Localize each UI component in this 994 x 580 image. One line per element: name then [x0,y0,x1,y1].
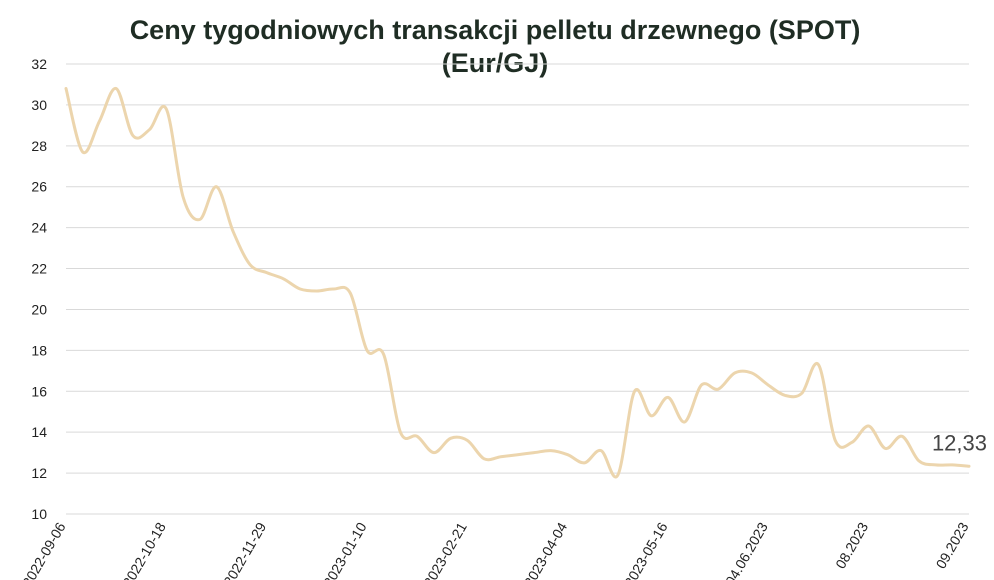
chart-title-block: Ceny tygodniowych transakcji pelletu drz… [60,14,930,80]
annotations: 12,33 [932,430,987,455]
y-tick-label: 18 [31,342,47,358]
y-tick-label: 26 [31,179,47,195]
x-tick-label: 2022-09-06 [19,519,69,580]
series-line [64,87,971,479]
x-tick-label: 2023-05-16 [621,519,671,580]
x-tick-label: 2023-02-21 [420,519,470,580]
y-tick-label: 12 [31,465,47,481]
y-tick-label: 30 [31,97,47,113]
y-tick-label: 14 [31,424,47,440]
y-tick-label: 16 [31,383,47,399]
series-layer [64,87,971,479]
x-tick-label: 2022-10-18 [119,519,169,580]
y-tick-label: 28 [31,138,47,154]
y-tick-label: 10 [31,506,47,522]
x-tick-label: 2023-01-10 [320,519,370,580]
x-axis: 2022-09-06 2022-10-18 2022-11-29 2023-01-10… [19,519,972,580]
x-tick-label: 2022-11-29 [220,519,269,580]
x-tick-label: 2023-04-04 [521,519,571,580]
chart-subtitle: (Eur/GJ) [441,48,549,78]
x-tick-label: 08.2023 [832,519,871,571]
y-tick-label: 20 [31,301,47,317]
y-tick-label: 32 [31,56,47,72]
chart-title: Ceny tygodniowych transakcji pelletu drz… [129,15,861,45]
gridlines [66,63,969,515]
x-tick-label: 09.2023 [932,519,971,571]
x-tick-label: 04.06.2023 [722,519,771,580]
y-tick-label: 22 [31,261,47,277]
y-axis: 10 12 14 16 18 20 22 24 26 28 30 32 [31,56,47,522]
y-tick-label: 24 [31,220,47,236]
data-label: 12,33 [932,430,987,455]
